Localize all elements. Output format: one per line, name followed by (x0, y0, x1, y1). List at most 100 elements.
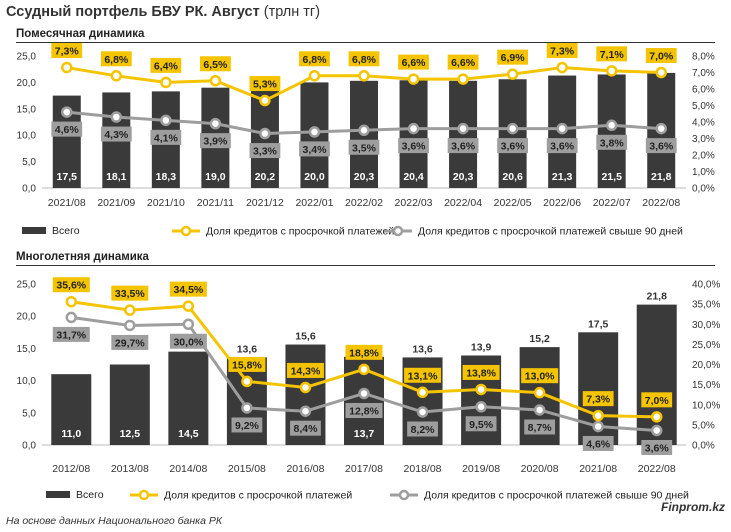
monthly-xtick-8: 2022/04 (444, 197, 482, 209)
monthly-overdue90-point-3 (209, 117, 222, 130)
monthly-overdue90-point-1 (110, 111, 123, 123)
yearly-y2tick-4: 20,0% (692, 360, 720, 371)
monthly-legend-overdue90-label: Доля кредитов с просрочкой платежей свыш… (418, 226, 683, 238)
monthly-overdue-label-11: 7,1% (600, 49, 625, 61)
yearly-overdue90-label-3-bg (231, 417, 263, 433)
monthly-xtick-3: 2021/11 (197, 197, 234, 209)
monthly-y2tick-5: 5,0% (692, 101, 715, 112)
yearly-ytick-3: 15,0 (17, 344, 37, 355)
monthly-xtick-10: 2022/06 (543, 197, 581, 209)
yearly-overdue90-label-7-bg (465, 416, 497, 432)
yearly-overdue-point-10 (650, 411, 663, 423)
monthly-xtick-9: 2022/05 (494, 197, 532, 209)
monthly-overdue90-point-8 (457, 122, 469, 135)
yearly-overdue-point-1 (124, 304, 136, 316)
yearly-ytick-0: 0,0 (22, 441, 36, 452)
monthly-overdue90-label-2-bg (150, 129, 182, 145)
yearly-overdue-label-8: 13,0% (525, 371, 555, 383)
yearly-bar-0 (51, 374, 92, 445)
yearly-bar-label-6: 13,6 (412, 343, 433, 355)
yearly-bar-label-9: 17,5 (588, 318, 609, 330)
monthly-overdue90-label-6: 3,5% (352, 142, 377, 154)
monthly-bar-label-8: 20,3 (453, 171, 474, 183)
monthly-overdue-label-3-bg (199, 56, 231, 72)
monthly-y2tick-7: 7,0% (692, 68, 715, 79)
monthly-xtick-5: 2022/01 (295, 197, 333, 209)
monthly-overdue-label-7: 6,6% (402, 57, 427, 69)
monthly-overdue-point-10 (556, 61, 568, 74)
monthly-overdue90-label-10: 3,6% (550, 141, 575, 153)
yearly-overdue-label-2: 34,5% (173, 284, 203, 296)
yearly-overdue90-label-4-bg (290, 420, 321, 436)
yearly-chart: 0,0 5,0 10,0 15,0 20,0 25,0 0,0% 5,0% 10,0% 15,0%… (17, 277, 720, 502)
monthly-overdue90-label-12-bg (645, 138, 677, 154)
yearly-bar-1 (109, 364, 150, 445)
monthly-overdue90-label-8-bg (447, 138, 479, 154)
monthly-y2tick-4: 4,0% (692, 118, 715, 129)
yearly-overdue-label-6: 13,1% (408, 370, 438, 382)
yearly-overdue90-point-4 (299, 405, 312, 417)
monthly-bar-label-5: 20,0 (304, 171, 325, 183)
yearly-overdue90-point-3 (241, 402, 253, 414)
yearly-y2tick-8: 40,0% (692, 280, 720, 291)
monthly-overdue90-label-10-bg (546, 138, 578, 154)
yearly-overdue90-label-2-bg (169, 333, 207, 349)
monthly-overdue90-label-2: 4,1% (154, 132, 179, 144)
yearly-bar-label-5: 13,7 (354, 428, 375, 440)
yearly-overdue90-point-7 (475, 401, 487, 413)
yearly-xtick-2: 2014/08 (169, 463, 207, 475)
monthly-overdue-label-5-bg (299, 51, 330, 67)
monthly-overdue90-point-6 (358, 124, 370, 136)
monthly-overdue90-point-10 (556, 122, 568, 135)
monthly-ytick-2: 10,0 (17, 131, 37, 142)
monthly-overdue90-point-11 (605, 119, 618, 132)
monthly-bar-label-11: 21,5 (601, 171, 622, 183)
yearly-bar-label-4: 15,6 (295, 331, 316, 343)
yearly-overdue90-label-5-bg (345, 402, 383, 418)
monthly-overdue-point-8 (457, 73, 469, 85)
yearly-overdue-label-6-bg (404, 367, 442, 383)
yearly-overdue-label-7-bg (462, 364, 500, 380)
monthly-overdue-point-7 (407, 73, 420, 85)
monthly-overdue-label-9: 6,9% (501, 52, 526, 64)
yearly-overdue90-label-5: 12,8% (349, 405, 379, 417)
brand-logo: Finprom.kz (660, 500, 725, 514)
yearly-legend-overdue90-marker (398, 489, 410, 501)
monthly-overdue-point-6 (358, 70, 370, 82)
monthly-overdue-label-12-bg (645, 48, 677, 63)
monthly-overdue90-label-1-bg (100, 126, 132, 142)
yearly-overdue-label-5-bg (345, 344, 383, 360)
yearly-xtick-1: 2013/08 (111, 463, 149, 475)
monthly-overdue-point-3 (209, 75, 222, 87)
yearly-legend-bar-swatch (46, 491, 70, 498)
monthly-ytick-5: 25,0 (17, 52, 37, 63)
monthly-bar-label-7: 20,4 (403, 171, 424, 183)
yearly-overdue-label-9: 7,3% (586, 394, 611, 406)
yearly-overdue90-label-0-bg (52, 326, 90, 342)
monthly-overdue90-label-3: 3,9% (203, 136, 228, 148)
yearly-overdue90-label-1-bg (111, 334, 149, 350)
monthly-legend-bar-label: Всего (52, 225, 80, 237)
yearly-overdue90-label-10: 3,6% (645, 443, 670, 455)
yearly-xtick-6: 2018/08 (404, 463, 442, 475)
monthly-overdue-point-4 (259, 94, 271, 107)
yearly-y2tick-7: 35,0% (692, 300, 720, 311)
monthly-overdue-label-12: 7,0% (649, 51, 674, 63)
monthly-overdue-label-2: 6,4% (154, 60, 179, 72)
monthly-overdue-label-10-bg (546, 43, 578, 59)
yearly-xtick-10: 2022/08 (638, 463, 676, 475)
monthly-overdue-label-7-bg (398, 54, 429, 70)
yearly-overdue90-label-0: 31,7% (56, 329, 86, 341)
monthly-overdue-point-0 (61, 61, 73, 74)
monthly-overdue90-label-7-bg (398, 138, 429, 154)
yearly-overdue-point-6 (416, 386, 429, 399)
yearly-overdue-label-3: 15,8% (232, 359, 262, 371)
yearly-overdue-point-2 (182, 300, 195, 312)
yearly-xtick-9: 2021/08 (579, 463, 617, 475)
monthly-legend-overdue-label: Доля кредитов с просрочкой платежей (206, 226, 394, 238)
section-divider-yearly (16, 265, 715, 266)
yearly-overdue90-point-9 (592, 420, 604, 433)
yearly-y2tick-5: 25,0% (692, 340, 720, 351)
monthly-ytick-4: 20,0 (17, 78, 37, 89)
